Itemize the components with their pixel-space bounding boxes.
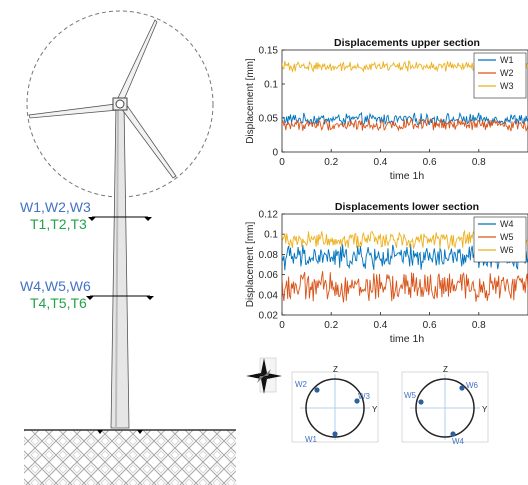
y-tick-label: 0.04 <box>259 290 279 301</box>
sensor-label-w2: W2 <box>295 380 308 389</box>
axis-y-label: Y <box>372 405 378 414</box>
y-tick-label: 0.05 <box>259 114 279 125</box>
lower-section-chart: Displacements lower section 0.02 0.04 0.06 0… <box>245 201 528 345</box>
axis-y-label: Y <box>482 405 488 414</box>
upper-temperature-sensor-label: T1,T2,T3 <box>30 216 87 232</box>
y-tick-label: 0.08 <box>259 250 279 261</box>
rotor-circle <box>26 10 214 198</box>
x-tick-label: 0 <box>279 157 285 168</box>
x-axis-label: time 1h <box>390 333 425 345</box>
upper-section-chart: Displacements upper section 0 0.05 0.1 0.15 0… <box>245 37 528 182</box>
legend-label-w3: W3 <box>500 81 514 91</box>
series-line-w2 <box>282 117 528 132</box>
sensor-point-w3 <box>354 398 360 404</box>
lower-section-marker <box>86 295 154 300</box>
legend-label-w5: W5 <box>500 232 514 242</box>
lower-temperature-sensor-label: T4,T5,T6 <box>30 295 87 311</box>
x-axis-label: time 1h <box>390 170 425 182</box>
y-tick-label: 0.12 <box>259 210 279 221</box>
y-tick-label: 0.1 <box>264 230 278 241</box>
x-tick-label: 0.2 <box>324 157 338 168</box>
legend-label-w6: W6 <box>500 245 514 255</box>
x-tick-label: 0.6 <box>423 320 437 331</box>
x-tick-label: 0.2 <box>324 320 338 331</box>
series-line-w1 <box>282 111 528 127</box>
blade-right <box>120 103 177 179</box>
x-tick-label: 0.4 <box>373 320 387 331</box>
x-tick-label: 0.8 <box>472 320 486 331</box>
chart-title: Displacements lower section <box>335 201 479 213</box>
sensor-point-w1 <box>332 431 338 437</box>
y-tick-label: 0.06 <box>259 270 279 281</box>
series-line-w5 <box>282 271 528 303</box>
x-tick-label: 0.4 <box>373 157 387 168</box>
ground-hatch <box>24 430 236 485</box>
lower-displacement-sensor-label: W4,W5,W6 <box>20 278 91 294</box>
cross-section-lower: Z Y W4 W5 W6 <box>401 365 489 444</box>
y-axis-label: Displacement [mm] <box>245 58 256 144</box>
tower <box>110 103 130 429</box>
blade-top <box>116 19 158 103</box>
sensor-point-w4 <box>450 431 456 437</box>
sensor-point-w5 <box>418 399 424 405</box>
legend-label-w1: W1 <box>500 55 514 65</box>
x-tick-label: 0.6 <box>423 157 437 168</box>
y-axis-label: Displacement [mm] <box>245 221 256 307</box>
axis-z-label: Z <box>443 365 448 374</box>
wind-turbine-drawing <box>24 10 236 485</box>
sensor-label-w6: W6 <box>466 381 479 390</box>
sensor-label-w5: W5 <box>404 391 417 400</box>
sensor-point-w2 <box>314 387 320 393</box>
sensor-label-w4: W4 <box>452 437 465 444</box>
sensor-label-w1: W1 <box>305 435 318 444</box>
hub <box>115 99 125 109</box>
series-line-w4 <box>282 243 528 271</box>
legend-label-w2: W2 <box>500 68 514 78</box>
compass-rose-icon <box>246 357 282 394</box>
cross-section-upper: Z Y W1 W2 W3 <box>291 365 379 444</box>
x-tick-label: 0 <box>279 320 285 331</box>
y-tick-label: 0.02 <box>259 311 279 322</box>
tower-ring-upper <box>305 378 365 438</box>
tower-ring-lower <box>415 378 475 438</box>
chart-title: Displacements upper section <box>334 37 480 49</box>
sensor-point-w6 <box>459 385 465 391</box>
upper-displacement-sensor-label: W1,W2,W3 <box>20 199 91 215</box>
axis-z-label: Z <box>333 365 338 374</box>
upper-section-marker <box>88 216 152 221</box>
sensor-label-w3: W3 <box>358 392 371 401</box>
blade-left <box>28 103 119 119</box>
y-tick-label: 0 <box>272 148 278 159</box>
legend-label-w4: W4 <box>500 219 514 229</box>
y-tick-label: 0.15 <box>259 46 279 57</box>
x-tick-label: 0.8 <box>472 157 486 168</box>
y-tick-label: 0.1 <box>264 80 278 91</box>
